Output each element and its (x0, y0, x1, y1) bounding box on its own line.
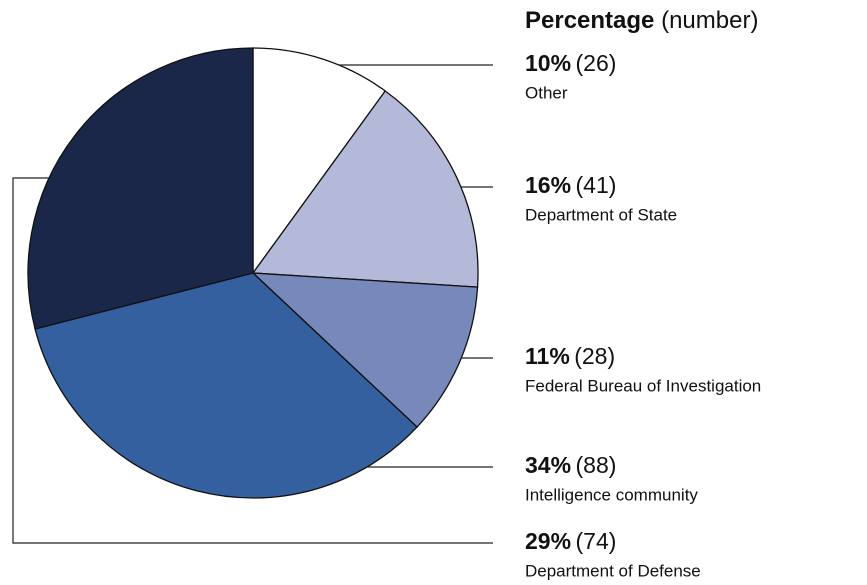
value-label: 11% (28) (525, 343, 615, 369)
category-label: Department of Defense (525, 561, 701, 580)
count-label: (26) (576, 50, 617, 76)
pie-slice (251, 272, 479, 428)
legend-title: Percentage (525, 7, 654, 34)
category-label: Intelligence community (525, 485, 698, 504)
leader-line (12, 177, 493, 544)
value-label: 16% (41) (525, 172, 616, 198)
percentage-label: 29% (525, 528, 571, 554)
category-label: Department of State (525, 205, 677, 224)
pie-slice (27, 47, 254, 330)
percentage-label: 16% (525, 172, 571, 198)
value-label: 34% (88) (525, 452, 616, 478)
value-label: 10% (26) (525, 50, 616, 76)
category-label: Federal Bureau of Investigation (525, 376, 761, 395)
count-label: (41) (576, 172, 617, 198)
percentage-label: 10% (525, 50, 571, 76)
count-label: (88) (576, 452, 617, 478)
percentage-label: 34% (525, 452, 571, 478)
pie-slice (252, 47, 387, 276)
percentage-label: 11% (525, 343, 570, 369)
legend-subtitle: (number) (661, 7, 758, 34)
count-label: (74) (576, 528, 617, 554)
legend-heading: Percentage (number) (525, 7, 758, 34)
category-label: Other (525, 83, 568, 102)
value-label: 29% (74) (525, 528, 616, 554)
count-label: (28) (574, 343, 615, 369)
pie-slice (251, 90, 479, 288)
